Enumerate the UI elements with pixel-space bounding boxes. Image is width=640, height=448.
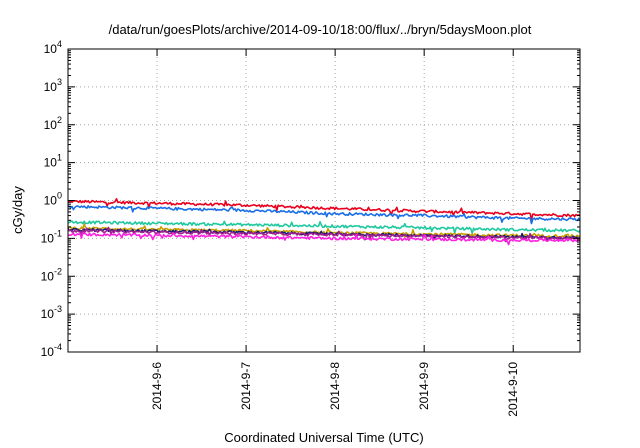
series-layer: [67, 198, 581, 246]
y-tick-label: 101: [44, 153, 62, 170]
x-tick-label: 2014-9-7: [239, 362, 253, 410]
y-tick-label: 100: [44, 191, 62, 208]
x-tick-label: 2014-9-8: [328, 362, 342, 410]
y-tick-label: 10-2: [41, 266, 62, 283]
series-line: [67, 220, 581, 235]
y-tick-label: 103: [44, 77, 62, 94]
y-tick-label: 104: [44, 39, 62, 56]
x-axis-label: Coordinated Universal Time (UTC): [224, 430, 423, 445]
y-tick-label: 102: [44, 115, 62, 132]
x-tick-label: 2014-9-10: [506, 362, 520, 417]
y-tick-label: 10-3: [41, 304, 62, 321]
y-tick-label: 10-4: [41, 342, 62, 359]
chart-title: /data/run/goesPlots/archive/2014-09-10/1…: [109, 22, 532, 37]
grid: [68, 49, 580, 352]
x-tick-label: 2014-9-6: [150, 362, 164, 410]
x-tick-label: 2014-9-9: [417, 362, 431, 410]
series-line: [68, 232, 581, 246]
y-tick-label: 10-1: [41, 228, 62, 245]
series-line: [67, 198, 581, 220]
y-axis-label: cGy/day: [10, 186, 25, 234]
ticks: 10-4 10-3 10-2 10-1 100 101 102 103 104 2014-9-6 2…: [41, 39, 580, 417]
series-line: [68, 205, 581, 225]
series-line: [67, 226, 581, 243]
